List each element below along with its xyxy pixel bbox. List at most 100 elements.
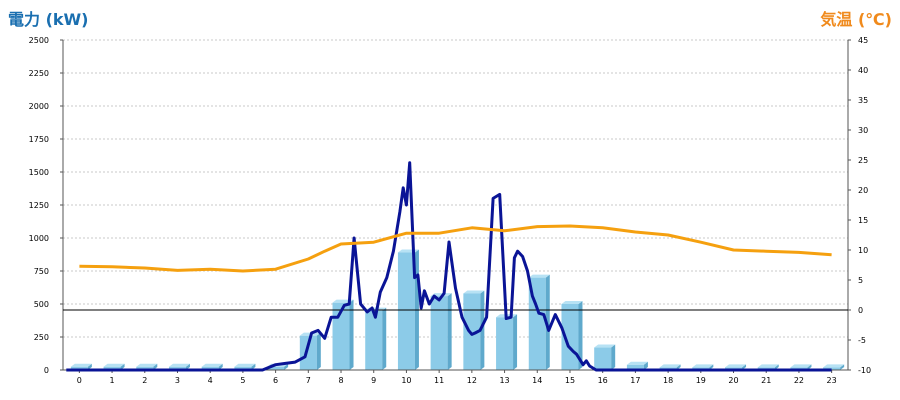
bar-side: [251, 363, 256, 370]
bar-side: [447, 293, 452, 370]
left-tick-label: 0: [44, 366, 49, 375]
bar: [267, 366, 285, 370]
bar: [430, 296, 448, 370]
tick-labels: 0 250 5 0 0 750 1000 1250 1500 1750 2000 2250 2500 -1…: [29, 36, 871, 385]
x-tick-label: 19: [696, 376, 706, 385]
bar: [626, 364, 644, 370]
bar: [365, 310, 383, 370]
x-tick-label: 15: [565, 376, 575, 385]
bar-top: [790, 364, 812, 368]
bar: [463, 293, 481, 370]
bar-side: [643, 361, 648, 370]
left-tick-label: 2000: [29, 102, 49, 111]
bar-side: [316, 332, 321, 370]
right-axis-title: 気温 (℃): [820, 10, 892, 29]
x-tick-label: 23: [827, 376, 837, 385]
grid-lines: [63, 39, 848, 338]
right-tick-label: 30: [858, 126, 868, 135]
x-tick-label: 22: [794, 376, 804, 385]
x-tick-label: 12: [467, 376, 477, 385]
power-bars: [70, 249, 845, 370]
x-tick-label: 17: [630, 376, 640, 385]
left-axis-title: 電力 (kW): [8, 10, 89, 29]
bar-top: [594, 344, 616, 348]
left-tick-label: 1500: [29, 168, 49, 177]
left-tick-label: 1750: [29, 135, 49, 144]
left-tick-label: 1250: [29, 201, 49, 210]
bar-top: [136, 363, 158, 367]
bar: [332, 302, 350, 370]
right-tick-label: 5: [858, 276, 863, 285]
x-tick-label: 5: [240, 376, 245, 385]
x-tick-label: 0: [77, 376, 82, 385]
x-tick-label: 2: [142, 376, 147, 385]
series-lines: [66, 161, 832, 372]
bar-top: [463, 290, 485, 294]
x-tick-label: 9: [371, 376, 376, 385]
right-tick-label: 0: [858, 306, 863, 315]
bar-side: [87, 363, 92, 370]
left-tick-label: 750: [34, 267, 49, 276]
bar: [397, 252, 415, 370]
bar-top: [757, 364, 779, 368]
bar-top: [528, 274, 550, 278]
bar-top: [70, 363, 92, 367]
left-tick-label: 2500: [29, 36, 49, 45]
right-tick-label: -10: [858, 366, 871, 375]
left-tick-label: 250: [34, 333, 49, 342]
right-tick-label: 20: [858, 186, 868, 195]
bar-top: [234, 363, 256, 367]
bar: [201, 366, 219, 370]
right-tick-label: -5: [858, 336, 866, 345]
x-tick-label: 20: [728, 376, 738, 385]
bar-top: [626, 361, 648, 365]
x-tick-label: 13: [499, 376, 509, 385]
bar-side: [545, 274, 550, 370]
x-tick-label: 7: [306, 376, 311, 385]
bar-top: [692, 364, 714, 368]
x-tick-label: 4: [208, 376, 213, 385]
bar-top: [201, 363, 223, 367]
bar-side: [513, 314, 518, 370]
bar-side: [611, 344, 616, 370]
x-tick-label: 10: [401, 376, 411, 385]
bar: [168, 366, 186, 370]
bar-top: [168, 363, 190, 367]
x-tick-label: 11: [434, 376, 444, 385]
bar-side: [185, 363, 190, 370]
right-tick-label: 25: [858, 156, 868, 165]
bar-side: [349, 299, 354, 370]
right-tick-label: 35: [858, 96, 868, 105]
bar-side: [578, 301, 583, 370]
bar-top: [430, 293, 452, 297]
bar: [823, 367, 841, 370]
left-tick-label: 1000: [29, 234, 49, 243]
bar-side: [120, 363, 125, 370]
axes: [60, 39, 851, 373]
right-tick-label: 15: [858, 216, 868, 225]
bar-side: [382, 307, 387, 370]
x-tick-label: 6: [273, 376, 278, 385]
bar: [234, 366, 252, 370]
bar: [136, 366, 154, 370]
bar: [496, 317, 514, 370]
bar-side: [840, 364, 845, 370]
bar: [594, 347, 612, 370]
x-tick-label: 18: [663, 376, 673, 385]
bar-side: [218, 363, 223, 370]
x-tick-label: 14: [532, 376, 542, 385]
bar-top: [103, 363, 125, 367]
bar-top: [561, 301, 583, 304]
x-tick-label: 3: [175, 376, 180, 385]
bar-top: [823, 364, 845, 368]
x-tick-label: 1: [110, 376, 115, 385]
x-tick-label: 8: [338, 376, 343, 385]
bar: [103, 366, 121, 370]
temperature-line: [79, 224, 832, 273]
x-tick-label: 21: [761, 376, 771, 385]
bar: [299, 335, 317, 370]
power-line: [66, 161, 832, 372]
x-tick-label: 16: [598, 376, 608, 385]
left-tick-label: 2250: [29, 69, 49, 78]
